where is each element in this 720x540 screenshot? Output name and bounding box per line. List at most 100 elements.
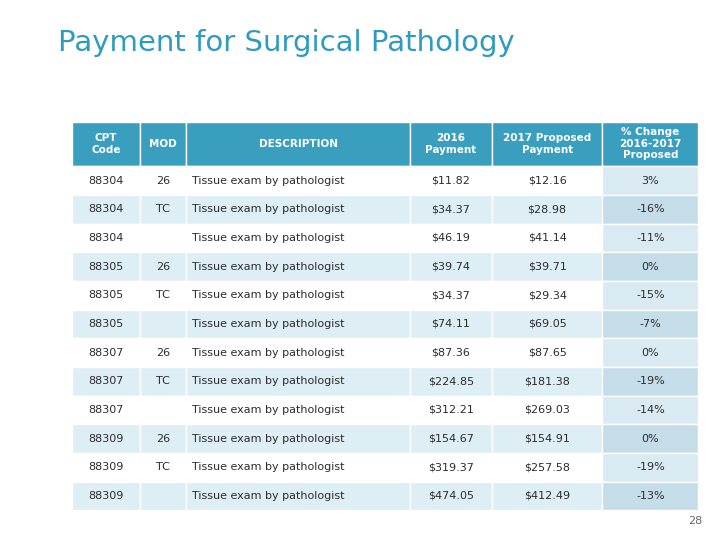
Text: $257.58: $257.58 (524, 462, 570, 472)
Bar (72, 396, 140, 424)
Bar (492, 396, 603, 424)
Bar (410, 396, 492, 424)
Bar (140, 309, 186, 338)
Bar (603, 224, 698, 252)
Bar (603, 453, 698, 482)
Bar (492, 166, 603, 195)
Text: 88304: 88304 (88, 176, 124, 186)
Bar (410, 424, 492, 453)
Bar (72, 424, 140, 453)
Text: -15%: -15% (636, 290, 665, 300)
Bar (186, 166, 410, 195)
Bar (492, 338, 603, 367)
Bar (72, 224, 140, 252)
Text: Tissue exam by pathologist: Tissue exam by pathologist (192, 348, 344, 357)
Text: TC: TC (156, 290, 170, 300)
Text: 2016
Payment: 2016 Payment (426, 133, 477, 154)
Text: $474.05: $474.05 (428, 491, 474, 501)
Bar (72, 338, 140, 367)
Text: 88307: 88307 (88, 376, 124, 386)
Text: CPT
Code: CPT Code (91, 133, 120, 154)
Text: Tissue exam by pathologist: Tissue exam by pathologist (192, 319, 344, 329)
Bar (140, 122, 186, 166)
Text: 88309: 88309 (88, 491, 124, 501)
Bar (186, 195, 410, 224)
Bar (603, 424, 698, 453)
Text: Tissue exam by pathologist: Tissue exam by pathologist (192, 491, 344, 501)
Text: $224.85: $224.85 (428, 376, 474, 386)
Bar (140, 367, 186, 396)
Bar (492, 195, 603, 224)
Text: $39.71: $39.71 (528, 261, 567, 272)
Bar (603, 281, 698, 309)
Text: $41.14: $41.14 (528, 233, 567, 243)
Text: 88309: 88309 (88, 462, 124, 472)
Bar (603, 166, 698, 195)
Bar (140, 482, 186, 510)
Text: 26: 26 (156, 348, 170, 357)
Text: $154.91: $154.91 (524, 434, 570, 444)
Bar (186, 396, 410, 424)
Text: $319.37: $319.37 (428, 462, 474, 472)
Bar (603, 252, 698, 281)
Bar (410, 122, 492, 166)
Bar (492, 367, 603, 396)
Text: Tissue exam by pathologist: Tissue exam by pathologist (192, 233, 344, 243)
Bar (72, 482, 140, 510)
Bar (410, 453, 492, 482)
Text: Tissue exam by pathologist: Tissue exam by pathologist (192, 376, 344, 386)
Text: $34.37: $34.37 (431, 290, 470, 300)
Text: -11%: -11% (636, 233, 665, 243)
Text: $34.37: $34.37 (431, 204, 470, 214)
Text: 88307: 88307 (88, 348, 124, 357)
Bar (410, 281, 492, 309)
Bar (72, 367, 140, 396)
Text: 26: 26 (156, 434, 170, 444)
Text: Tissue exam by pathologist: Tissue exam by pathologist (192, 462, 344, 472)
Text: 2017 Proposed
Payment: 2017 Proposed Payment (503, 133, 591, 154)
Text: $29.34: $29.34 (528, 290, 567, 300)
Text: -16%: -16% (636, 204, 665, 214)
Bar (603, 482, 698, 510)
Bar (72, 281, 140, 309)
Text: Tissue exam by pathologist: Tissue exam by pathologist (192, 405, 344, 415)
Bar (410, 195, 492, 224)
Text: 88305: 88305 (88, 319, 123, 329)
Text: 88305: 88305 (88, 261, 123, 272)
Text: 88304: 88304 (88, 233, 124, 243)
Text: TC: TC (156, 462, 170, 472)
Bar (140, 453, 186, 482)
Bar (72, 122, 140, 166)
Bar (603, 338, 698, 367)
Text: % Change
2016-2017
Proposed: % Change 2016-2017 Proposed (619, 127, 682, 160)
Bar (186, 482, 410, 510)
Bar (410, 166, 492, 195)
Bar (186, 224, 410, 252)
Bar (186, 309, 410, 338)
Text: TC: TC (156, 204, 170, 214)
Text: 0%: 0% (642, 434, 660, 444)
Bar (140, 252, 186, 281)
Bar (410, 338, 492, 367)
Bar (603, 195, 698, 224)
Bar (72, 453, 140, 482)
Text: $39.74: $39.74 (431, 261, 471, 272)
Bar (186, 453, 410, 482)
Bar (492, 224, 603, 252)
Bar (72, 166, 140, 195)
Bar (186, 338, 410, 367)
Bar (140, 224, 186, 252)
Bar (186, 122, 410, 166)
Bar (492, 453, 603, 482)
Bar (410, 367, 492, 396)
Bar (140, 195, 186, 224)
Text: 88309: 88309 (88, 434, 124, 444)
Text: Tissue exam by pathologist: Tissue exam by pathologist (192, 434, 344, 444)
Bar (72, 252, 140, 281)
Bar (140, 281, 186, 309)
Text: 0%: 0% (642, 261, 660, 272)
Text: $87.65: $87.65 (528, 348, 567, 357)
Bar (603, 309, 698, 338)
Text: Tissue exam by pathologist: Tissue exam by pathologist (192, 204, 344, 214)
Bar (492, 424, 603, 453)
